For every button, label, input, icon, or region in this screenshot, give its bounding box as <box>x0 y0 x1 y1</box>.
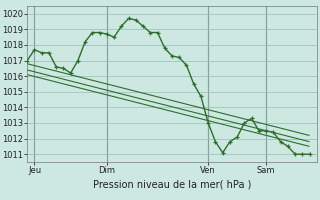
X-axis label: Pression niveau de la mer( hPa ): Pression niveau de la mer( hPa ) <box>93 179 251 189</box>
